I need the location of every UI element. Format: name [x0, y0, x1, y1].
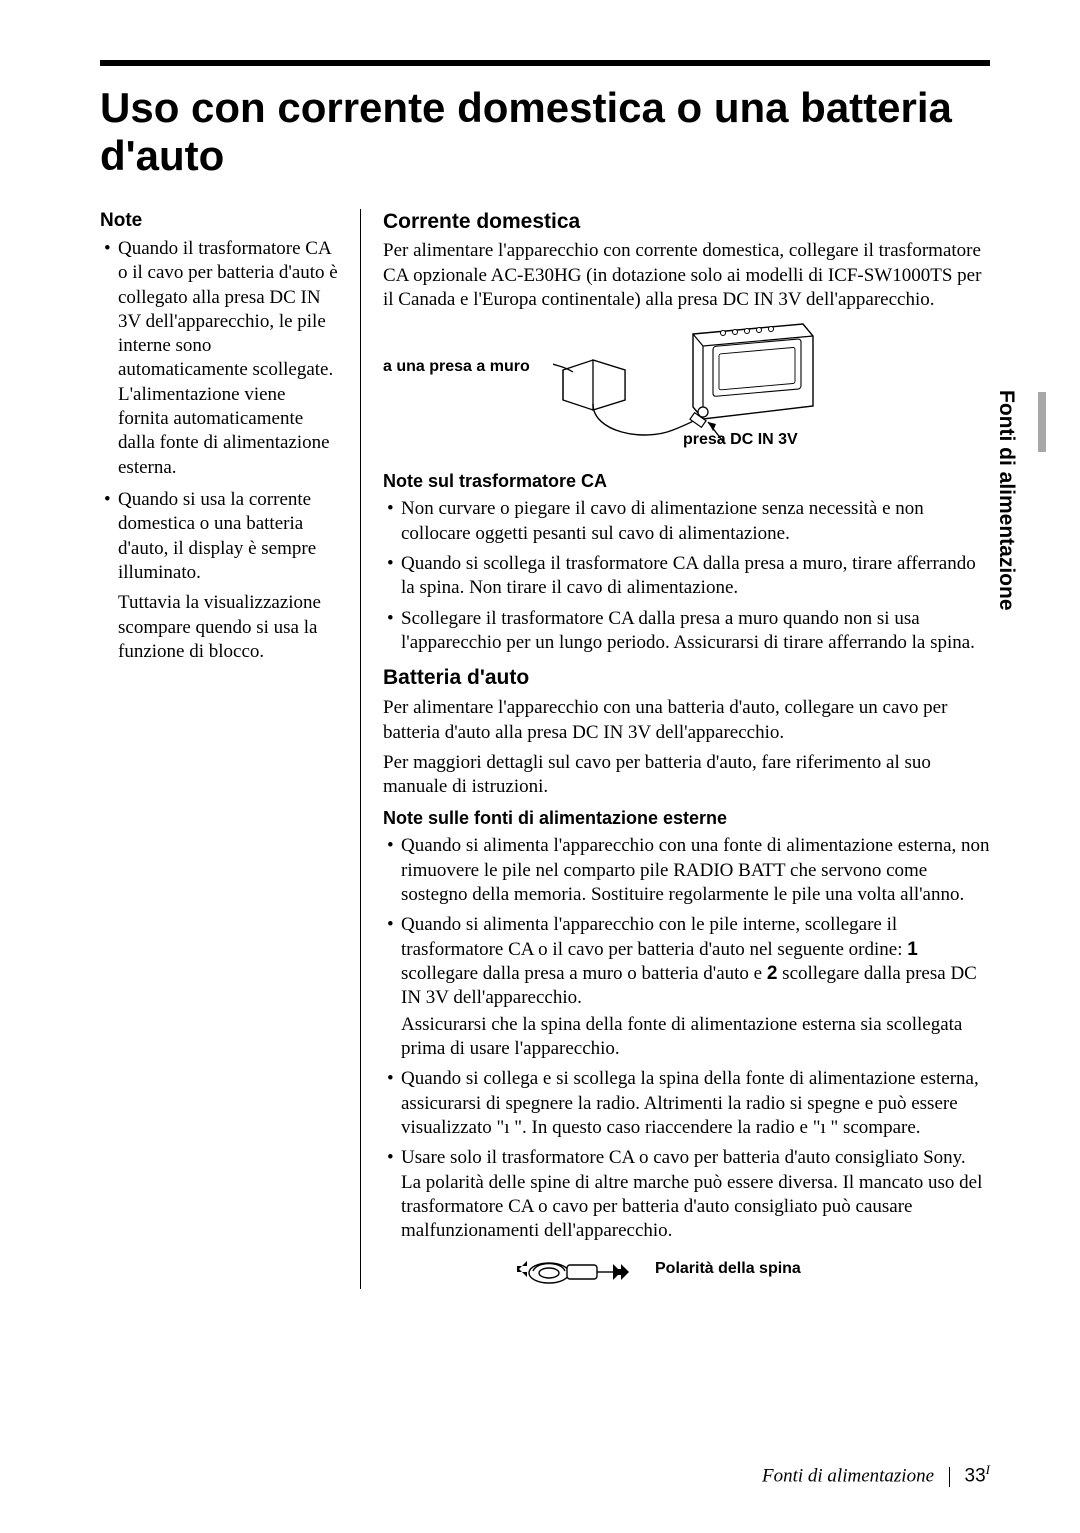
battery-p2: Per maggiori dettagli sul cavo per batte… — [383, 751, 990, 800]
note-cont: Assicurarsi che la spina della fonte di … — [401, 1013, 990, 1062]
plug-polarity-label: Polarità della spina — [655, 1259, 801, 1279]
side-tab-bar — [1038, 392, 1046, 452]
list-item: Quando si collega e si scollega la spina… — [383, 1067, 990, 1140]
section-intro: Per alimentare l'apparecchio con corrent… — [383, 239, 990, 312]
battery-p1: Per alimentare l'apparecchio con una bat… — [383, 696, 990, 745]
footer-page-number: 33 — [965, 1465, 986, 1486]
sub-heading-external: Note sulle fonti di alimentazione estern… — [383, 807, 990, 830]
step-number: 1 — [907, 939, 918, 960]
transformer-notes: Non curvare o piegare il cavo di aliment… — [383, 497, 990, 655]
section-heading-domestica: Corrente domestica — [383, 209, 990, 236]
note-heading: Note — [100, 209, 338, 233]
section-heading-battery: Batteria d'auto — [383, 665, 990, 692]
right-column: Corrente domestica Per alimentare l'appa… — [361, 209, 990, 1290]
side-tab: Fonti di alimentazione — [994, 390, 1018, 650]
left-note-cont: Tuttavia la visualizzazione scompare que… — [118, 591, 338, 664]
side-tab-text: Fonti di alimentazione — [994, 390, 1018, 611]
page-title: Uso con corrente domestica o una batteri… — [100, 84, 990, 181]
list-item: Usare solo il trasformatore CA o cavo pe… — [383, 1146, 990, 1243]
footer-section: Fonti di alimentazione — [762, 1465, 934, 1486]
footer-divider — [949, 1467, 950, 1487]
list-item: Scollegare il trasformatore CA dalla pre… — [383, 607, 990, 656]
left-note-list: Quando il trasformatore CA o il cavo per… — [100, 237, 338, 664]
list-item: Quando si scollega il trasformatore CA d… — [383, 552, 990, 601]
top-rule — [100, 60, 990, 66]
page-footer: Fonti di alimentazione 33I — [762, 1462, 990, 1487]
external-notes: Quando si alimenta l'apparecchio con una… — [383, 834, 990, 1243]
list-item: Quando si alimenta l'apparecchio con una… — [383, 834, 990, 907]
list-item: Quando si alimenta l'apparecchio con le … — [383, 913, 990, 1061]
left-column: Note Quando il trasformatore CA o il cav… — [100, 209, 360, 1290]
diagram-label-wall: a una presa a muro — [383, 357, 530, 377]
step-number: 2 — [767, 963, 778, 984]
left-note-item: Quando si usa la corrente domestica o un… — [100, 488, 338, 664]
list-item: Non curvare o piegare il cavo di aliment… — [383, 497, 990, 546]
plug-polarity-icon — [513, 1249, 643, 1289]
note-text: scollegare dalla presa a muro o batteria… — [401, 963, 767, 984]
note-text: Quando si alimenta l'apparecchio con le … — [401, 914, 907, 959]
plug-polarity-row: Polarità della spina — [383, 1249, 990, 1289]
left-note-item: Quando il trasformatore CA o il cavo per… — [100, 237, 338, 480]
left-note-text: Quando si usa la corrente domestica o un… — [118, 489, 316, 583]
power-diagram: a una presa a muro — [383, 322, 990, 462]
footer-sup: I — [986, 1462, 990, 1477]
diagram-label-dcin: presa DC IN 3V — [683, 430, 798, 450]
sub-heading-transformer: Note sul trasformatore CA — [383, 470, 990, 493]
content-columns: Note Quando il trasformatore CA o il cav… — [100, 209, 990, 1290]
